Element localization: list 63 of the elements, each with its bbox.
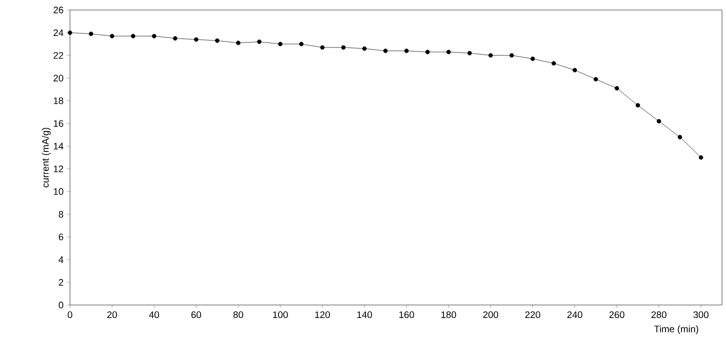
point	[509, 53, 514, 58]
point	[678, 134, 682, 140]
x-tick-label: 40	[149, 311, 160, 318]
x-tick-label: 80	[233, 311, 244, 318]
point	[152, 34, 156, 38]
point	[425, 50, 430, 54]
point	[404, 48, 409, 54]
point	[341, 45, 346, 50]
point	[446, 50, 451, 54]
point	[467, 50, 472, 56]
point	[614, 86, 620, 90]
y-tick-label: 4	[58, 256, 64, 263]
x-tick-label: 120	[315, 311, 330, 318]
x-tick-label: 180	[441, 311, 456, 318]
y-tick-label: 0	[58, 302, 64, 308]
x-tick-label: 160	[399, 311, 414, 318]
point	[488, 53, 493, 58]
y-tick-label: 12	[54, 166, 64, 172]
point	[88, 32, 94, 36]
y-tick-label: 16	[54, 120, 64, 127]
point	[552, 61, 556, 66]
y-tick-label: 18	[54, 97, 64, 104]
point	[130, 34, 136, 38]
point	[362, 46, 367, 51]
x-tick-label: 220	[525, 311, 540, 318]
point	[257, 40, 262, 44]
point	[594, 77, 598, 82]
point	[572, 68, 577, 72]
y-tick-label: 22	[54, 52, 64, 59]
point	[299, 42, 304, 46]
x-tick-label: 60	[191, 311, 202, 318]
x-tick-label: 300	[693, 311, 708, 318]
x-tick-label: 260	[609, 311, 624, 318]
x-tick-label: 240	[567, 311, 582, 318]
point	[278, 42, 283, 46]
point	[530, 56, 535, 61]
x-tick-label: 100	[273, 311, 288, 318]
y-tick-label: 10	[54, 188, 64, 195]
y-tick-label: 14	[54, 142, 64, 150]
point	[320, 45, 325, 50]
point	[636, 103, 640, 108]
x-tick-label: 0	[68, 311, 72, 318]
point	[110, 34, 114, 38]
point	[236, 40, 240, 46]
y-axis-title: current (mA/g)	[42, 128, 51, 188]
x-axis-title: Time (min)	[654, 325, 698, 334]
x-tick-label: 200	[483, 311, 498, 318]
point	[215, 38, 220, 43]
point	[194, 37, 198, 42]
point	[698, 155, 704, 160]
point	[656, 118, 662, 124]
y-tick-label: 26	[54, 6, 64, 14]
y-tick-label: 24	[54, 29, 64, 36]
x-tick-label: 140	[357, 311, 372, 318]
y-tick-label: 2	[58, 279, 64, 286]
x-tick-label: 280	[651, 311, 666, 318]
point	[383, 48, 388, 54]
x-tick-label: 20	[107, 311, 117, 318]
point	[68, 30, 72, 35]
y-tick-label: 6	[58, 234, 64, 240]
point	[172, 36, 178, 41]
y-tick-label: 8	[58, 210, 64, 218]
y-tick-label: 20	[54, 74, 64, 82]
